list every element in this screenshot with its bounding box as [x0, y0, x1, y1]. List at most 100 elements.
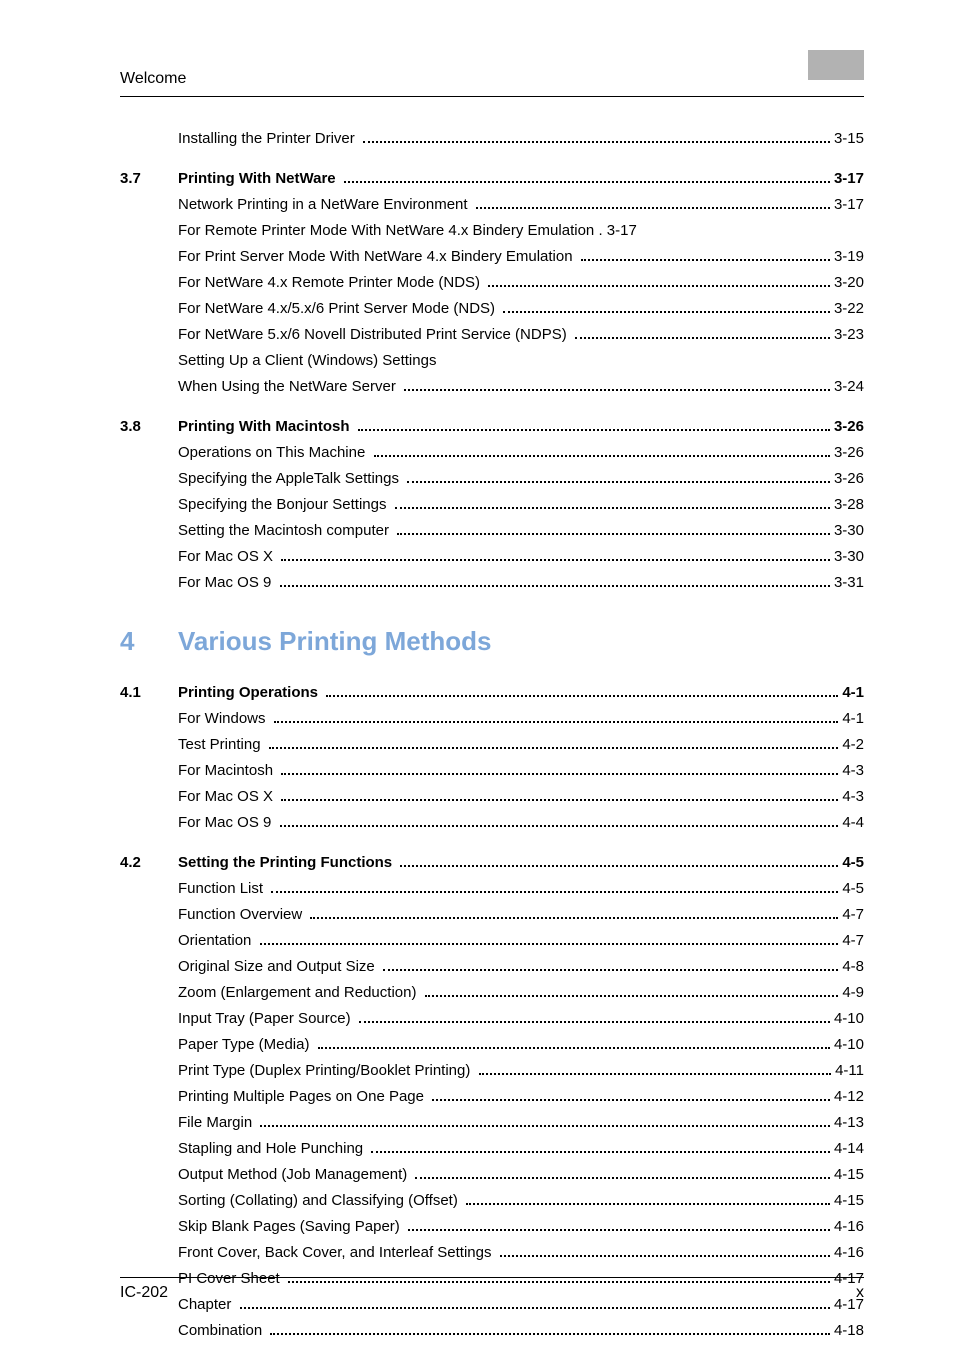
toc-entry-page: 4-11	[835, 1059, 864, 1083]
toc-entry-page: 4-2	[842, 733, 864, 757]
table-of-contents: Installing the Printer Driver 3-153.7Pri…	[120, 127, 864, 1343]
toc-entry-label: Printing With Macintosh	[178, 415, 354, 439]
toc-entry-label: Specifying the Bonjour Settings	[178, 493, 391, 517]
toc-entry-page: 4-16	[834, 1241, 864, 1265]
toc-entry: Input Tray (Paper Source) 4-10	[120, 1007, 864, 1031]
toc-entry: For Mac OS X 3-30	[120, 545, 864, 569]
toc-entry-label: Setting Up a Client (Windows) Settings	[178, 349, 436, 373]
toc-leader	[476, 199, 830, 210]
toc-entry: For NetWare 5.x/6 Novell Distributed Pri…	[120, 323, 864, 347]
toc-entry-number: 4.1	[120, 681, 178, 705]
toc-leader	[479, 1064, 832, 1075]
toc-entry: For Macintosh 4-3	[120, 759, 864, 783]
toc-entry: For Mac OS 9 4-4	[120, 811, 864, 835]
toc-entry-number: 3.8	[120, 415, 178, 439]
toc-entry: Network Printing in a NetWare Environmen…	[120, 193, 864, 217]
toc-entry: For Remote Printer Mode With NetWare 4.x…	[120, 219, 864, 243]
footer-left: IC-202	[120, 1284, 168, 1302]
toc-entry: Specifying the AppleTalk Settings 3-26	[120, 467, 864, 491]
toc-leader	[374, 447, 830, 458]
toc-entry-page: 3-17	[834, 193, 864, 217]
page-footer: IC-202 x	[120, 1277, 864, 1302]
header-rule	[120, 96, 864, 97]
toc-entry-label: Paper Type (Media)	[178, 1033, 314, 1057]
toc-leader	[395, 499, 830, 510]
toc-entry: Specifying the Bonjour Settings 3-28	[120, 493, 864, 517]
toc-entry: For Mac OS X 4-3	[120, 785, 864, 809]
toc-leader	[407, 473, 830, 484]
toc-entry: Print Type (Duplex Printing/Booklet Prin…	[120, 1059, 864, 1083]
toc-entry: Output Method (Job Management) 4-15	[120, 1163, 864, 1187]
toc-entry-label: For Mac OS X	[178, 545, 277, 569]
toc-entry-label: Sorting (Collating) and Classifying (Off…	[178, 1189, 462, 1213]
toc-leader	[280, 816, 839, 827]
toc-entry: For NetWare 4.x Remote Printer Mode (NDS…	[120, 271, 864, 295]
toc-entry-label: Printing With NetWare	[178, 167, 340, 191]
toc-leader	[359, 1012, 830, 1023]
toc-leader	[371, 1142, 830, 1153]
toc-entry-label: For Windows	[178, 707, 270, 731]
toc-leader	[344, 173, 830, 184]
toc-entry-page: 4-13	[834, 1111, 864, 1135]
toc-entry: Operations on This Machine 3-26	[120, 441, 864, 465]
toc-leader	[260, 934, 839, 945]
toc-entry-label: Specifying the AppleTalk Settings	[178, 467, 403, 491]
toc-entry-label: Installing the Printer Driver	[178, 127, 359, 151]
toc-entry-label: File Margin	[178, 1111, 256, 1135]
header-swatch	[808, 50, 864, 80]
toc-entry-page: 4-12	[834, 1085, 864, 1109]
toc-entry-page: 3-26	[834, 415, 864, 439]
toc-leader	[271, 882, 838, 893]
toc-entry-page: 3-26	[834, 441, 864, 465]
toc-entry-label: Function List	[178, 877, 267, 901]
toc-entry: 3.8Printing With Macintosh 3-26	[120, 415, 864, 439]
toc-entry: For Mac OS 9 3-31	[120, 571, 864, 595]
toc-entry-label: For Mac OS 9	[178, 571, 276, 595]
toc-leader	[270, 1324, 830, 1335]
toc-entry: Orientation 4-7	[120, 929, 864, 953]
toc-entry-label: Front Cover, Back Cover, and Interleaf S…	[178, 1241, 496, 1265]
toc-entry-label: Print Type (Duplex Printing/Booklet Prin…	[178, 1059, 475, 1083]
toc-entry-page: 4-3	[842, 759, 864, 783]
toc-entry-page: 4-10	[834, 1007, 864, 1031]
toc-entry: 4.1Printing Operations 4-1	[120, 681, 864, 705]
toc-entry: Setting the Macintosh computer 3-30	[120, 519, 864, 543]
toc-entry-label: Printing Operations	[178, 681, 322, 705]
toc-entry: For Windows 4-1	[120, 707, 864, 731]
toc-entry-number: 4.2	[120, 851, 178, 875]
toc-entry-label: For Mac OS X	[178, 785, 277, 809]
toc-entry: For Print Server Mode With NetWare 4.x B…	[120, 245, 864, 269]
toc-leader	[260, 1116, 830, 1127]
toc-entry: Zoom (Enlargement and Reduction) 4-9	[120, 981, 864, 1005]
toc-entry-label: For Remote Printer Mode With NetWare 4.x…	[178, 219, 598, 243]
toc-gap	[120, 837, 864, 851]
toc-entry-label: Network Printing in a NetWare Environmen…	[178, 193, 472, 217]
toc-entry-label: Skip Blank Pages (Saving Paper)	[178, 1215, 404, 1239]
toc-entry-page: 3-20	[834, 271, 864, 295]
toc-leader	[503, 303, 830, 314]
toc-leader	[363, 133, 830, 144]
toc-leader	[383, 960, 838, 971]
toc-entry: Sorting (Collating) and Classifying (Off…	[120, 1189, 864, 1213]
chapter-title: Various Printing Methods	[178, 621, 491, 663]
toc-entry: Combination 4-18	[120, 1319, 864, 1343]
toc-entry-label: Test Printing	[178, 733, 265, 757]
toc-entry-label: Input Tray (Paper Source)	[178, 1007, 355, 1031]
toc-entry-page: 4-5	[842, 877, 864, 901]
toc-leader	[415, 1168, 830, 1179]
toc-entry-page: 3-24	[834, 375, 864, 399]
toc-leader	[274, 712, 839, 723]
toc-entry: 3.7Printing With NetWare 3-17	[120, 167, 864, 191]
toc-entry-page: 4-8	[842, 955, 864, 979]
toc-entry-label: For NetWare 5.x/6 Novell Distributed Pri…	[178, 323, 571, 347]
toc-leader	[269, 738, 839, 749]
toc-entry-page: 3-19	[834, 245, 864, 269]
toc-entry: Skip Blank Pages (Saving Paper) 4-16	[120, 1215, 864, 1239]
header-title: Welcome	[120, 70, 186, 88]
toc-entry: Function Overview 4-7	[120, 903, 864, 927]
toc-leader	[408, 1220, 830, 1231]
toc-leader	[281, 551, 830, 562]
toc-entry-label: When Using the NetWare Server	[178, 375, 400, 399]
toc-leader	[488, 277, 830, 288]
toc-entry-label: Output Method (Job Management)	[178, 1163, 411, 1187]
